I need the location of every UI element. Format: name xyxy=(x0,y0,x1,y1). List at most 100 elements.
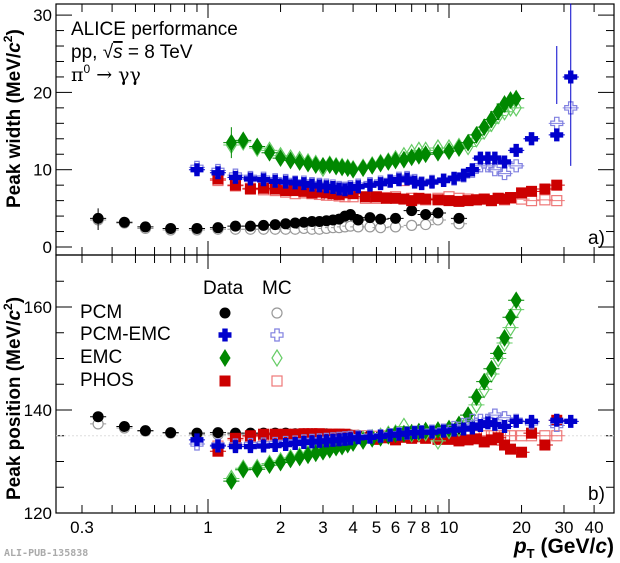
y-axis-label-top-sup: 2 xyxy=(1,35,15,42)
sqrt-symbol: √ xyxy=(103,42,114,63)
data-point xyxy=(243,172,257,186)
legend-markers xyxy=(218,307,284,387)
legend-marker-phos-mc xyxy=(271,375,283,387)
data-point xyxy=(498,328,511,347)
data-point xyxy=(550,128,564,142)
data-point xyxy=(279,175,293,189)
y-tick-label-top: 20 xyxy=(33,83,52,102)
data-point xyxy=(139,425,151,437)
data-point xyxy=(443,195,455,207)
data-point xyxy=(244,220,256,232)
data-point xyxy=(118,216,130,228)
data-point xyxy=(516,187,528,199)
panel-label-b: b) xyxy=(588,484,605,505)
data-point xyxy=(225,472,237,491)
x-tick-label: 40 xyxy=(585,518,604,537)
annotation-energy: = 8 TeV xyxy=(123,42,193,63)
data-point xyxy=(352,214,364,226)
data-point xyxy=(237,460,249,479)
data-point xyxy=(457,168,471,182)
y-axis-label-bottom: Peak position (MeV/c2) xyxy=(1,297,25,500)
data-point xyxy=(437,174,451,188)
x-axis-label-unit: (GeV/ xyxy=(535,535,596,558)
data-point xyxy=(319,180,333,194)
data-point xyxy=(488,151,502,165)
data-point xyxy=(229,220,241,232)
x-tick-label: 0.3 xyxy=(70,518,94,537)
data-point xyxy=(257,173,271,187)
data-point xyxy=(279,438,293,452)
data-point xyxy=(504,318,517,337)
series-b-emc-data xyxy=(223,291,525,491)
data-point xyxy=(470,125,483,144)
data-point xyxy=(211,439,225,453)
data-point xyxy=(374,429,388,443)
data-point xyxy=(294,448,306,467)
data-point xyxy=(481,416,495,430)
data-point xyxy=(363,178,377,192)
data-point xyxy=(447,171,461,185)
data-point xyxy=(539,194,551,206)
legend-marker-pcm-emc-mc xyxy=(270,328,284,342)
error-bars xyxy=(97,3,572,230)
y-tick-label-top: 10 xyxy=(33,161,52,180)
data-point xyxy=(462,133,474,152)
data-point xyxy=(228,440,242,454)
x-tick-label: 6 xyxy=(391,518,400,537)
data-point xyxy=(415,177,429,191)
x-tick-label: 5 xyxy=(372,518,381,537)
x-tick-label: 20 xyxy=(512,518,531,537)
data-point xyxy=(257,439,271,453)
y-axis-label-top-c: c xyxy=(4,42,25,53)
data-point xyxy=(302,154,314,173)
data-point xyxy=(244,183,256,195)
x-tick-label: 3 xyxy=(318,518,327,537)
legend-marker-emc-mc xyxy=(271,348,283,368)
x-tick-label: 10 xyxy=(440,518,459,537)
data-point xyxy=(505,443,517,455)
series-b-pcm-emc-data xyxy=(188,413,579,454)
axis-ticks xyxy=(56,4,614,514)
data-point xyxy=(505,192,517,204)
legend-header-data: Data xyxy=(203,278,244,299)
data-point xyxy=(525,414,539,428)
y-tick-label-bottom: 140 xyxy=(24,401,52,420)
pi-superscript: 0 xyxy=(84,62,91,76)
x-tick-label: 2 xyxy=(276,518,285,537)
data-point xyxy=(294,153,306,171)
data-point xyxy=(274,453,287,472)
x-axis-label: pT (GeV/c) xyxy=(513,535,614,561)
x-tick-label: 30 xyxy=(555,518,574,537)
data-point xyxy=(310,156,322,175)
annotation-system-prefix: pp, xyxy=(71,42,103,63)
data-point xyxy=(268,439,282,453)
publication-id: ALI-PUB-135838 xyxy=(4,548,88,559)
data-point xyxy=(347,160,359,179)
x-axis-label-sub: T xyxy=(527,546,535,561)
annotation-system: pp, √s = 8 TeV xyxy=(71,42,193,63)
data-point xyxy=(263,456,276,475)
data-point xyxy=(366,156,378,175)
data-point xyxy=(269,219,281,231)
y-axis-label-top-text: Peak width (MeV/ xyxy=(4,52,25,208)
y-tick-label-top: 0 xyxy=(43,238,52,257)
legend-label-phos: PHOS xyxy=(80,370,134,391)
data-point xyxy=(526,427,538,439)
data-point xyxy=(453,139,465,157)
data-point xyxy=(165,427,177,439)
data-point xyxy=(375,213,387,225)
data-point xyxy=(400,172,414,186)
data-point xyxy=(478,372,490,391)
x-axis-label-p: p xyxy=(513,535,527,558)
data-point xyxy=(263,143,276,162)
data-point xyxy=(190,163,204,177)
data-point xyxy=(118,420,130,432)
data-point xyxy=(288,436,302,450)
data-point xyxy=(453,195,465,207)
data-point xyxy=(228,170,242,184)
series-a-pcm-emc-data xyxy=(188,70,579,197)
data-point xyxy=(212,222,224,234)
data-point xyxy=(364,221,376,233)
data-point xyxy=(485,110,498,129)
